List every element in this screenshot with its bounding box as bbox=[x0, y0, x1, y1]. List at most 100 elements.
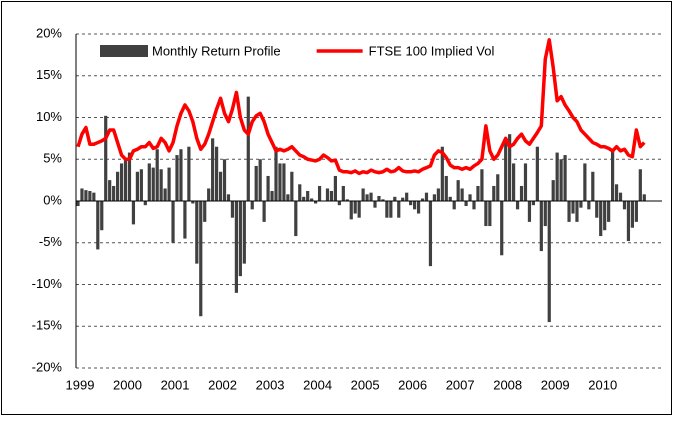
bar bbox=[104, 115, 108, 201]
bar bbox=[614, 184, 619, 201]
bar bbox=[112, 185, 116, 201]
x-tick-label: 2001 bbox=[161, 377, 190, 392]
bar bbox=[250, 201, 254, 210]
bar bbox=[515, 201, 520, 210]
bar bbox=[298, 184, 302, 201]
bar bbox=[416, 201, 421, 214]
x-tick-label: 2008 bbox=[493, 377, 522, 392]
bar bbox=[314, 201, 318, 204]
bar bbox=[199, 201, 203, 317]
bar bbox=[547, 201, 551, 323]
bar bbox=[116, 171, 120, 201]
legend-label: FTSE 100 Implied Vol bbox=[369, 43, 495, 58]
bar bbox=[638, 169, 642, 201]
bar bbox=[500, 201, 504, 256]
bar bbox=[472, 201, 476, 210]
lines bbox=[76, 38, 646, 176]
bar bbox=[222, 159, 227, 201]
bar bbox=[341, 185, 345, 201]
bar bbox=[377, 195, 381, 201]
bar bbox=[179, 149, 183, 201]
bar bbox=[575, 201, 579, 222]
bars bbox=[76, 96, 646, 323]
bar bbox=[353, 201, 357, 214]
y-tick-label: 0% bbox=[43, 192, 62, 207]
bar bbox=[579, 201, 583, 208]
bar bbox=[531, 201, 535, 206]
bar bbox=[607, 201, 611, 222]
bar bbox=[238, 201, 242, 277]
axes: -20% -15% -10% -5% 0% 5% 10% 15% 20% 1999 2000 2001… bbox=[32, 25, 662, 392]
bar bbox=[100, 201, 104, 231]
bar bbox=[306, 190, 310, 201]
bar bbox=[246, 96, 250, 201]
bar bbox=[349, 201, 353, 220]
bar bbox=[274, 146, 278, 201]
bar bbox=[365, 194, 369, 201]
bar bbox=[270, 190, 274, 201]
bar bbox=[88, 190, 92, 201]
bar bbox=[583, 163, 587, 201]
x-tick-label: 2010 bbox=[588, 377, 617, 392]
bar bbox=[191, 201, 195, 204]
bar bbox=[543, 201, 547, 227]
bar bbox=[393, 196, 397, 201]
legend-label: Monthly Return Profile bbox=[152, 43, 281, 58]
bar bbox=[84, 190, 88, 201]
bar bbox=[496, 174, 500, 201]
bar bbox=[381, 199, 385, 201]
bar bbox=[385, 201, 389, 218]
bar bbox=[599, 201, 603, 237]
bar bbox=[92, 192, 96, 201]
bar bbox=[464, 201, 468, 207]
bar bbox=[611, 150, 615, 201]
bar bbox=[294, 201, 298, 237]
bar bbox=[183, 201, 187, 239]
bar bbox=[290, 171, 294, 201]
bar bbox=[436, 188, 440, 201]
bar bbox=[329, 190, 334, 201]
x-tick-label: 2003 bbox=[256, 377, 285, 392]
bar bbox=[571, 201, 575, 214]
x-tick-label: 2004 bbox=[303, 377, 332, 392]
legend: Monthly Return Profile FTSE 100 Implied V… bbox=[96, 41, 536, 61]
bar bbox=[361, 188, 365, 201]
y-tick-label: 10% bbox=[36, 109, 62, 124]
bar bbox=[512, 163, 516, 201]
bar bbox=[187, 146, 191, 201]
bar bbox=[123, 157, 128, 201]
bar bbox=[539, 201, 543, 252]
bar bbox=[155, 149, 159, 201]
bar bbox=[504, 138, 508, 201]
bar bbox=[420, 198, 425, 201]
bar bbox=[211, 138, 215, 201]
bar bbox=[175, 155, 179, 201]
bar bbox=[207, 188, 211, 201]
bar bbox=[369, 192, 373, 201]
bar bbox=[135, 171, 139, 201]
bar bbox=[286, 194, 290, 201]
y-tick-label: 5% bbox=[43, 151, 62, 166]
bar bbox=[262, 201, 266, 222]
bar bbox=[523, 163, 528, 201]
bar bbox=[266, 175, 270, 201]
bar bbox=[226, 194, 231, 201]
bar bbox=[492, 185, 496, 201]
bar bbox=[171, 201, 175, 243]
bar bbox=[618, 192, 623, 201]
bar bbox=[630, 201, 634, 228]
bar bbox=[452, 201, 456, 210]
bar bbox=[405, 192, 409, 201]
bar bbox=[460, 188, 464, 201]
bar bbox=[317, 185, 322, 201]
bar bbox=[195, 201, 199, 264]
y-tick-label: -10% bbox=[32, 276, 63, 291]
y-tick-label: 20% bbox=[36, 25, 62, 40]
bar bbox=[282, 163, 286, 201]
bar bbox=[448, 196, 452, 201]
bar bbox=[242, 201, 246, 264]
x-tick-label: 2002 bbox=[208, 377, 237, 392]
legend-background bbox=[96, 41, 536, 61]
bar bbox=[413, 201, 417, 210]
